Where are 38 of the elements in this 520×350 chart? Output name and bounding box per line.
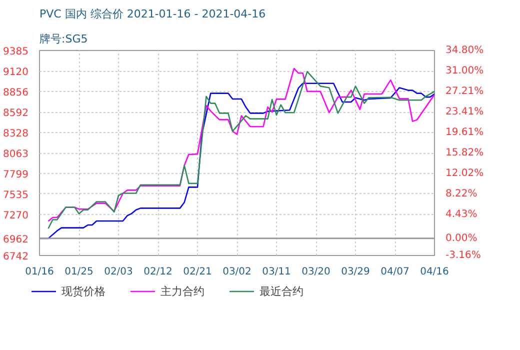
x-tick-label: 01/25 <box>64 266 94 278</box>
y2-tick-label: 31.00% <box>446 66 484 77</box>
y-tick-label: 9385 <box>3 46 29 58</box>
y2-tick-label: 15.82% <box>446 148 484 158</box>
y2-tick-label: -3.16% <box>446 250 481 261</box>
legend-label: 现货价格 <box>61 284 106 298</box>
y-tick-label: 8063 <box>3 149 29 160</box>
y-tick-label: 7270 <box>3 210 29 222</box>
x-tick-label: 04/07 <box>380 266 410 278</box>
y-tick-label: 9120 <box>3 67 29 78</box>
y2-tick-label: 12.02% <box>446 168 484 180</box>
chart-title: PVC 国内 综合价 2021-01-16 - 2021-04-16 <box>40 8 266 20</box>
y-tick-label: 6962 <box>3 234 29 246</box>
y-tick-label: 8328 <box>3 128 29 140</box>
y-tick-label: 7799 <box>3 170 29 181</box>
y2-tick-label: 27.21% <box>446 86 484 97</box>
y-tick-label: 8856 <box>3 88 29 99</box>
legend-label: 主力合约 <box>160 284 204 298</box>
y2-tick-label: 0.00% <box>446 232 478 244</box>
x-tick-label: 03/29 <box>341 266 370 278</box>
y2-tick-label: 34.80% <box>446 45 484 56</box>
x-tick-label: 02/12 <box>144 266 172 278</box>
y-tick-label: 6742 <box>3 252 29 262</box>
x-tick-label: 04/16 <box>420 266 449 278</box>
y2-tick-label: 23.41% <box>446 106 484 118</box>
x-tick-label: 02/21 <box>183 266 212 278</box>
x-tick-label: 01/16 <box>25 266 54 278</box>
legend-label: 最近合约 <box>259 284 304 298</box>
x-tick-label: 03/20 <box>302 266 330 278</box>
y2-tick-label: 4.43% <box>446 209 478 220</box>
y2-tick-label: 19.61% <box>446 127 484 138</box>
y2-tick-label: 8.22% <box>446 188 478 200</box>
y-tick-label: 8592 <box>3 108 29 120</box>
x-tick-label: 03/11 <box>262 266 291 278</box>
x-tick-label: 02/03 <box>104 266 133 278</box>
x-tick-label: 03/02 <box>222 266 252 278</box>
y-tick-label: 7535 <box>3 190 29 201</box>
chart-subtitle: 牌号:SG5 <box>40 32 88 46</box>
